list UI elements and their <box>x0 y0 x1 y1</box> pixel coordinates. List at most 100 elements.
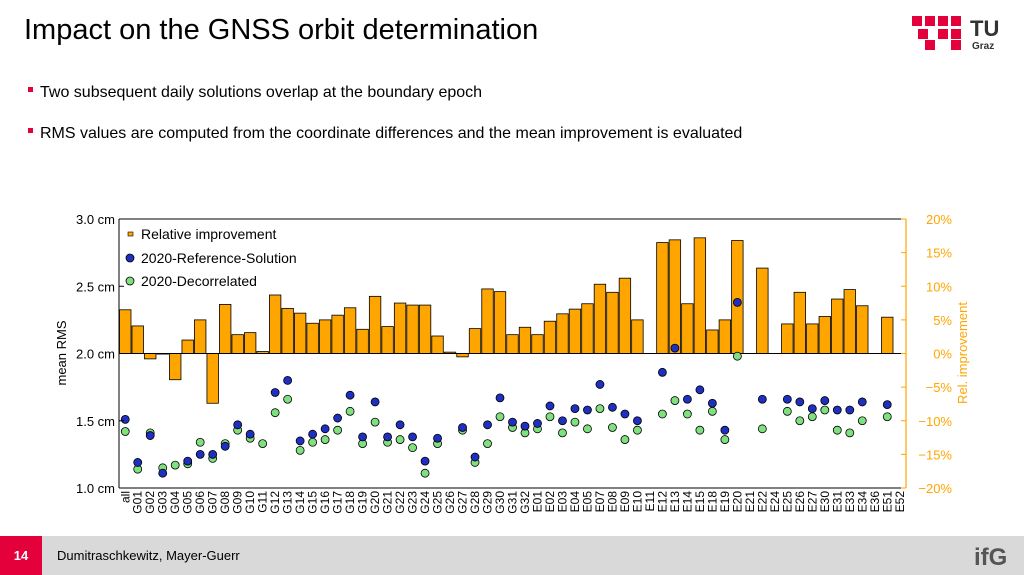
right-tick-label: 15% <box>926 246 952 261</box>
x-tick-label: G15 <box>306 491 320 514</box>
point-reference-G28 <box>470 452 480 462</box>
point-reference-G30 <box>495 393 505 403</box>
x-tick-label: E22 <box>755 491 769 513</box>
bar-G19 <box>356 328 369 354</box>
point-decorrelated-G06 <box>195 437 205 447</box>
bar-G31 <box>506 334 519 354</box>
bar-G18 <box>343 307 357 354</box>
bar-G10 <box>244 332 257 354</box>
point-decorrelated-G17 <box>333 425 343 435</box>
legend-label: Relative improvement <box>141 226 276 242</box>
bullet-text: RMS values are computed from the coordin… <box>40 125 743 142</box>
bar-E33 <box>843 289 856 354</box>
point-reference-G21 <box>383 432 392 442</box>
bullet-text: Two subsequent daily solutions overlap a… <box>40 84 483 101</box>
point-reference-G16 <box>320 424 330 434</box>
point-reference-G32 <box>520 421 530 431</box>
bar-G01 <box>131 325 144 354</box>
bar-E07 <box>593 283 607 354</box>
point-decorrelated-E02 <box>545 412 555 422</box>
bar-E20 <box>731 240 744 354</box>
point-reference-E14 <box>682 394 692 404</box>
point-decorrelated-E13 <box>670 396 680 405</box>
point-decorrelated-E12 <box>658 409 667 419</box>
bullet-marker <box>28 87 33 92</box>
logo-subtext: Graz <box>972 41 994 52</box>
right-tick-label: −5% <box>926 380 953 395</box>
x-tick-label: G11 <box>256 491 270 513</box>
left-tick-label: 3.0 cm <box>76 212 115 227</box>
point-reference-G05 <box>183 456 193 466</box>
point-decorrelated-all <box>120 427 130 436</box>
x-tick-label: E01 <box>530 491 544 513</box>
point-decorrelated-E10 <box>633 425 642 435</box>
point-decorrelated-E08 <box>608 423 617 432</box>
point-reference-E26 <box>795 397 805 407</box>
right-tick-label: 5% <box>933 313 952 328</box>
x-tick-label: E12 <box>655 491 669 513</box>
bar-G02 <box>144 353 157 360</box>
bar-E10 <box>631 319 644 354</box>
point-reference-E05 <box>583 405 592 415</box>
point-reference-E01 <box>533 419 542 428</box>
point-decorrelated-E51 <box>882 412 892 422</box>
right-tick-label: 0% <box>933 347 952 362</box>
point-decorrelated-E19 <box>720 435 730 444</box>
x-tick-label: E08 <box>605 491 619 513</box>
point-reference-E07 <box>595 380 605 389</box>
point-decorrelated-E03 <box>558 428 567 438</box>
point-decorrelated-E26 <box>795 416 805 426</box>
x-tick-label: E25 <box>780 491 794 513</box>
bar-G22 <box>393 302 407 354</box>
point-decorrelated-G24 <box>420 468 430 478</box>
x-tick-label: G22 <box>393 491 407 514</box>
x-tick-label: G24 <box>418 491 432 514</box>
tu-graz-logo: TU Graz <box>912 16 999 52</box>
point-decorrelated-E18 <box>707 406 717 416</box>
bar-E27 <box>806 323 819 354</box>
bar-G08 <box>219 304 232 354</box>
legend-swatch-reference <box>125 253 135 263</box>
y2-axis-title: Rel. improvement <box>955 302 970 404</box>
x-tick-label: E36 <box>868 491 882 513</box>
point-reference-G13 <box>283 375 293 385</box>
right-tick-label: 10% <box>926 279 952 294</box>
point-decorrelated-G30 <box>495 412 505 422</box>
bar-E03 <box>556 313 569 354</box>
bar-E51 <box>881 316 894 354</box>
point-decorrelated-G22 <box>395 435 405 444</box>
x-tick-label: E05 <box>580 491 594 513</box>
x-tick-label: G28 <box>468 491 482 514</box>
point-reference-G23 <box>408 432 417 442</box>
bar-G04 <box>169 353 182 381</box>
point-reference-G29 <box>483 420 492 430</box>
point-reference-G03 <box>158 468 168 478</box>
bar-G24 <box>418 304 432 354</box>
x-tick-label: E31 <box>830 491 844 513</box>
legend-swatch-decorrelated <box>125 276 135 286</box>
x-tick-label: E24 <box>768 491 782 513</box>
x-tick-label: E27 <box>805 491 819 513</box>
point-decorrelated-E27 <box>807 412 817 422</box>
point-reference-G14 <box>295 436 305 446</box>
right-tick-label: −20% <box>918 481 952 496</box>
x-tick-label: E33 <box>843 491 857 513</box>
point-decorrelated-G11 <box>258 439 268 449</box>
point-decorrelated-E09 <box>620 435 630 444</box>
bar-G25 <box>431 335 444 354</box>
point-reference-E08 <box>608 402 617 412</box>
point-decorrelated-E07 <box>595 404 605 414</box>
x-tick-label: E30 <box>818 491 832 513</box>
point-reference-G09 <box>233 420 243 430</box>
point-decorrelated-E14 <box>682 409 692 419</box>
point-reference-G24 <box>420 456 430 466</box>
point-reference-G17 <box>333 413 343 423</box>
point-reference-G12 <box>270 388 280 397</box>
point-decorrelated-G13 <box>283 394 293 404</box>
point-decorrelated-G20 <box>370 417 380 427</box>
bar-G17 <box>331 314 344 354</box>
point-decorrelated-G16 <box>320 435 330 444</box>
point-reference-E10 <box>633 416 642 426</box>
slide-title: Impact on the GNSS orbit determination <box>24 14 539 46</box>
point-reference-E19 <box>720 425 730 435</box>
